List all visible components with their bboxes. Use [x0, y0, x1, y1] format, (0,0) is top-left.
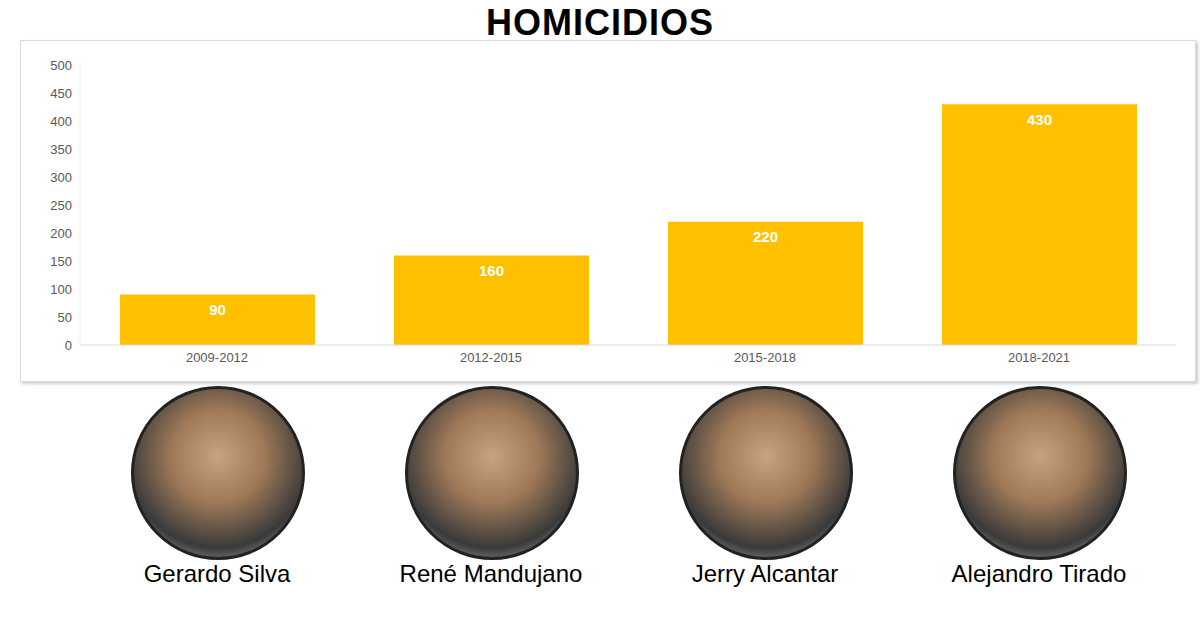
svg-text:430: 430 — [1027, 111, 1052, 128]
svg-text:220: 220 — [753, 228, 778, 245]
html-text:Alejandro Tirado: Alejandro Tirado — [951, 560, 1127, 587]
svg-text:250: 250 — [50, 198, 72, 213]
svg-text:2009-2012: 2009-2012 — [186, 350, 248, 365]
svg-text:2018-2021: 2018-2021 — [1008, 350, 1070, 365]
svg-text:200: 200 — [50, 226, 72, 241]
svg-text:300: 300 — [50, 170, 72, 185]
svg-text:0: 0 — [65, 338, 72, 353]
svg-text:450: 450 — [50, 86, 72, 101]
svg-text:350: 350 — [50, 142, 72, 157]
html-text:Jerry Alcantar: Jerry Alcantar — [691, 560, 839, 587]
svg-text:160: 160 — [479, 262, 504, 279]
svg-text:90: 90 — [209, 301, 226, 318]
html-text:HOMICIDIOS: HOMICIDIOS — [486, 2, 714, 43]
svg-text:500: 500 — [50, 58, 72, 73]
svg-text:2012-2015: 2012-2015 — [460, 350, 522, 365]
svg-text:50: 50 — [58, 310, 72, 325]
html-text:René Mandujano: René Mandujano — [399, 560, 583, 587]
svg-text:400: 400 — [50, 114, 72, 129]
svg-text:100: 100 — [50, 282, 72, 297]
svg-text:2015-2018: 2015-2018 — [734, 350, 796, 365]
svg-text:150: 150 — [50, 254, 72, 269]
html-text:Gerardo Silva: Gerardo Silva — [143, 560, 291, 587]
